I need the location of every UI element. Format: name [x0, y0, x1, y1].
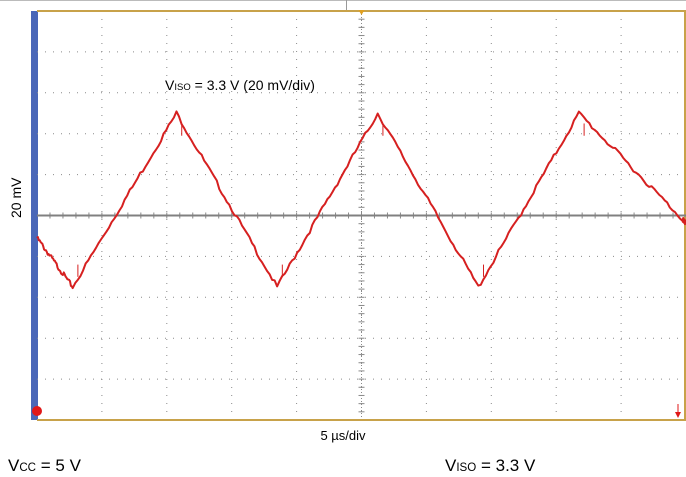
- oscilloscope-chart: [31, 10, 686, 421]
- trace-line: [36, 110, 686, 290]
- note-viso-sub: ISO: [456, 462, 477, 474]
- marker-layer: [32, 10, 681, 418]
- chart-annotation: VISO = 3.3 V (20 mV/div): [165, 77, 315, 93]
- left-channel-bar: [31, 11, 38, 420]
- top-border-line: [0, 0, 686, 1]
- x-axis-label: 5 µs/div: [320, 428, 366, 443]
- top-border-tick: [346, 0, 347, 10]
- note-viso-rest: = 3.3 V: [476, 456, 536, 475]
- note-viso-main: V: [445, 456, 457, 475]
- annotation-main: V: [165, 77, 175, 93]
- note-vcc: VCC = 5 V: [8, 456, 81, 476]
- ground-marker: [32, 406, 42, 416]
- y-axis-label: 20 mV: [8, 177, 24, 218]
- trace-layer: [36, 110, 686, 290]
- note-viso: VISO = 3.3 V: [445, 456, 535, 476]
- trigger-position-marker: [358, 10, 365, 15]
- note-vcc-rest: = 5 V: [36, 456, 81, 475]
- trigger-level-marker: [675, 412, 681, 418]
- annotation-sub: ISO: [174, 82, 191, 93]
- note-vcc-main: V: [8, 456, 20, 475]
- annotation-rest: = 3.3 V (20 mV/div): [190, 77, 315, 93]
- note-vcc-sub: CC: [19, 462, 37, 474]
